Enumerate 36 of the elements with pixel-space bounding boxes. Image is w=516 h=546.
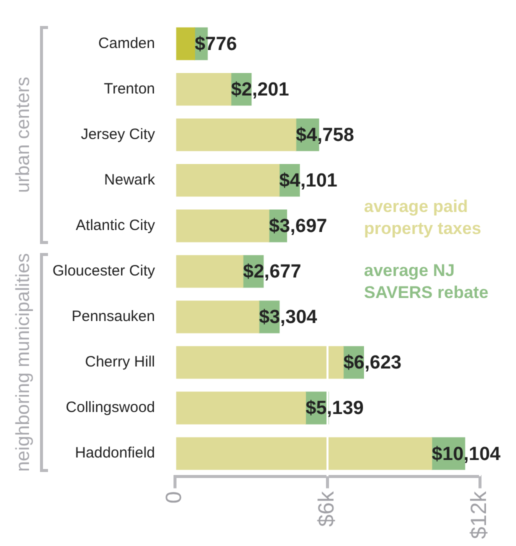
data-label: $3,304 — [258, 307, 318, 328]
data-label: $10,104 — [432, 444, 501, 465]
y-tick-label: Collingswood — [66, 399, 155, 416]
text: average NJ SAVERS rebate — [364, 260, 488, 302]
y-tick-label: Newark — [104, 171, 156, 188]
bar — [176, 118, 296, 152]
data-label: $5,139 — [306, 398, 364, 420]
text: average paid property taxes — [364, 196, 482, 238]
y-tick-label: Gloucester City — [52, 262, 156, 280]
data-label: $3,697 — [268, 216, 328, 238]
y-tick-label: Haddonfield — [74, 444, 155, 462]
y-tick-label: Jersey City — [80, 126, 156, 143]
bar — [176, 437, 432, 470]
bar — [176, 27, 196, 60]
y-tick-label: Pennsauken — [72, 308, 155, 326]
data-label: $6,623 — [343, 352, 402, 374]
data-label: $2,201 — [230, 80, 290, 101]
data-label: $4,758 — [296, 125, 354, 146]
y-tick-label: Trenton — [104, 80, 155, 98]
y-tick-label: Camden — [98, 34, 155, 52]
x-tick-label: $12k — [466, 490, 492, 540]
bar — [176, 210, 270, 242]
y-tick-label: Cherry Hill — [84, 354, 155, 371]
text: urban centers — [13, 76, 34, 193]
bar — [176, 346, 344, 379]
bar — [176, 72, 232, 106]
bar — [176, 300, 260, 334]
text: neighboring municipalities — [13, 253, 34, 472]
data-label: $4,101 — [279, 170, 338, 192]
bar — [176, 164, 280, 197]
data-label: $2,677 — [243, 262, 302, 283]
y-tick-label: Atlantic City — [76, 217, 156, 234]
bar — [176, 392, 306, 424]
bar — [176, 255, 244, 288]
x-tick-label: 0 — [161, 491, 186, 504]
x-tick-label: $6k — [314, 490, 339, 527]
